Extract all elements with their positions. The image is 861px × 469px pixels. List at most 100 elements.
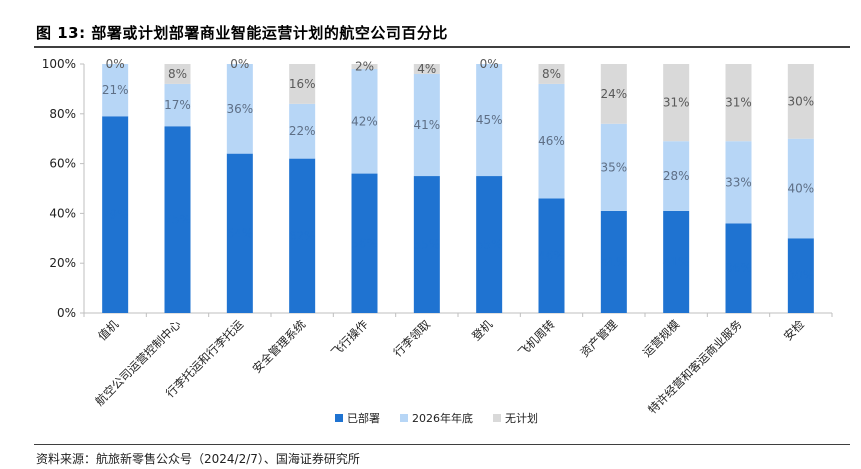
bar-segment — [413, 64, 440, 74]
data-label: 42% — [351, 114, 378, 128]
legend-swatch — [400, 414, 408, 422]
data-label: 75% — [164, 213, 191, 227]
bar-segment — [413, 176, 440, 313]
data-label: 8% — [168, 67, 187, 81]
title-divider — [34, 46, 850, 48]
bar-segment — [663, 64, 690, 142]
category-label: 资产管理 — [578, 317, 621, 360]
data-label: 2% — [355, 59, 374, 73]
bar-segment — [538, 64, 565, 84]
data-label: 41% — [413, 118, 440, 132]
bar-segment — [413, 73, 440, 177]
chart-legend: 已部署 2026年年底 无计划 — [335, 411, 538, 425]
bar-segment — [600, 123, 627, 211]
bar-segment — [289, 103, 316, 159]
bar-segment — [351, 68, 378, 174]
data-label: 62% — [289, 229, 316, 243]
legend-label: 2026年年底 — [412, 411, 473, 425]
bar-segment — [538, 83, 565, 199]
data-label: 28% — [663, 169, 690, 183]
bar-segment — [226, 153, 253, 313]
data-label: 36% — [226, 102, 253, 116]
legend-label: 无计划 — [505, 412, 538, 425]
bar-segment — [600, 64, 627, 124]
y-tick-label: 20% — [49, 256, 76, 270]
data-label: 40% — [787, 182, 814, 196]
legend-swatch — [493, 414, 501, 422]
source-divider — [34, 444, 850, 445]
data-label: 45% — [476, 113, 503, 127]
data-label: 31% — [663, 96, 690, 110]
y-tick-label: 100% — [42, 57, 76, 71]
data-label: 31% — [725, 96, 752, 110]
data-label: 56% — [351, 236, 378, 250]
bar-segment — [787, 64, 814, 139]
bar-segment — [289, 64, 316, 104]
bar-segment — [663, 210, 690, 313]
bar-segment — [164, 83, 191, 127]
bar-segment — [725, 141, 752, 224]
data-label: 22% — [289, 124, 316, 138]
legend-label: 已部署 — [347, 411, 380, 425]
data-label: 55% — [476, 238, 503, 252]
bar-segment — [476, 64, 503, 177]
data-labels: 79% 21% 0% 75% 17% 8% 64% 36% 0% 62% 22% 16% 56% 42% 2… — [102, 57, 814, 283]
bar-segment — [102, 116, 129, 313]
category-label: 行李领取 — [391, 317, 434, 360]
bar-segment — [164, 64, 191, 84]
data-label: 41% — [663, 255, 690, 269]
bar-segment — [351, 173, 378, 313]
category-label: 安全管理系统 — [250, 317, 309, 376]
category-label: 登机 — [469, 317, 496, 344]
data-label: 17% — [164, 98, 191, 112]
bar-segment — [600, 210, 627, 313]
bar-series — [102, 64, 814, 313]
data-label: 24% — [600, 87, 627, 101]
data-label: 35% — [600, 160, 627, 174]
chart-axes: 0% 20% 40% 60% 80% 100% — [42, 57, 833, 320]
category-label: 飞机周转 — [515, 317, 558, 360]
bar-segment — [725, 223, 752, 313]
y-tick-label: 40% — [49, 206, 76, 220]
data-label: 79% — [102, 208, 129, 222]
data-label: 4% — [417, 62, 436, 76]
bar-segment — [226, 64, 253, 154]
data-label: 46% — [538, 134, 565, 148]
bar-segment — [725, 64, 752, 142]
source-note: 资料来源：航旅新零售公众号（2024/2/7）、国海证券研究所 — [36, 452, 360, 466]
y-tick-label: 0% — [57, 306, 76, 320]
data-label: 36% — [725, 261, 752, 275]
data-label: 30% — [787, 94, 814, 108]
data-label: 0% — [106, 57, 125, 71]
bar-segment — [663, 141, 690, 211]
data-label: 21% — [102, 83, 129, 97]
data-label: 55% — [413, 238, 440, 252]
bar-segment — [787, 138, 814, 239]
data-label: 0% — [480, 57, 499, 71]
chart-title: 图 13: 部署或计划部署商业智能运营计划的航空公司百分比 — [36, 24, 448, 42]
legend-swatch — [335, 414, 343, 422]
data-label: 41% — [600, 255, 627, 269]
data-label: 64% — [226, 226, 253, 240]
bar-segment — [538, 198, 565, 313]
category-label: 运营规模 — [640, 317, 683, 360]
data-label: 16% — [289, 77, 316, 91]
y-tick-label: 80% — [49, 107, 76, 121]
bar-segment — [164, 126, 191, 313]
stacked-bar-chart: 0% 20% 40% 60% 80% 100% 79% 21% 0% 75% 17% 8% 64% 36… — [42, 57, 833, 425]
bar-segment — [289, 158, 316, 313]
bar-segment — [351, 64, 378, 69]
data-label: 0% — [230, 57, 249, 71]
bar-segment — [476, 176, 503, 313]
data-label: 46% — [538, 249, 565, 263]
y-tick-label: 60% — [49, 157, 76, 171]
bar-segment — [102, 64, 129, 117]
data-label: 30% — [787, 269, 814, 283]
category-label: 安检 — [781, 317, 808, 344]
category-label: 值机 — [95, 317, 122, 344]
data-label: 33% — [725, 175, 752, 189]
category-label: 飞行操作 — [328, 317, 371, 360]
data-label: 8% — [542, 67, 561, 81]
bar-segment — [787, 238, 814, 313]
